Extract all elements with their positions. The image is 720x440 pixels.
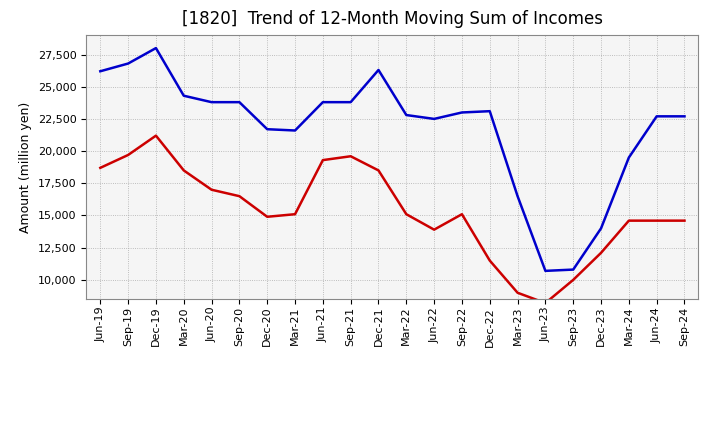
- Net Income: [263, 214, 271, 220]
- Ordinary Income: [96, 69, 104, 74]
- Ordinary Income: [485, 109, 494, 114]
- Net Income: [597, 250, 606, 256]
- Net Income: [374, 168, 383, 173]
- Ordinary Income: [652, 114, 661, 119]
- Net Income: [291, 212, 300, 217]
- Net Income: [458, 212, 467, 217]
- Ordinary Income: [124, 61, 132, 66]
- Ordinary Income: [152, 45, 161, 51]
- Net Income: [624, 218, 633, 223]
- Net Income: [402, 212, 410, 217]
- Ordinary Income: [513, 194, 522, 199]
- Ordinary Income: [235, 99, 243, 105]
- Ordinary Income: [346, 99, 355, 105]
- Net Income: [207, 187, 216, 192]
- Y-axis label: Amount (million yen): Amount (million yen): [19, 102, 32, 233]
- Net Income: [152, 133, 161, 138]
- Ordinary Income: [402, 112, 410, 117]
- Line: Net Income: Net Income: [100, 136, 685, 303]
- Net Income: [652, 218, 661, 223]
- Net Income: [569, 277, 577, 282]
- Ordinary Income: [430, 116, 438, 121]
- Net Income: [346, 154, 355, 159]
- Net Income: [513, 290, 522, 295]
- Ordinary Income: [624, 155, 633, 160]
- Net Income: [318, 158, 327, 163]
- Net Income: [96, 165, 104, 170]
- Net Income: [124, 152, 132, 158]
- Net Income: [430, 227, 438, 232]
- Ordinary Income: [374, 67, 383, 73]
- Ordinary Income: [291, 128, 300, 133]
- Net Income: [235, 194, 243, 199]
- Ordinary Income: [179, 93, 188, 99]
- Line: Ordinary Income: Ordinary Income: [100, 48, 685, 271]
- Net Income: [179, 168, 188, 173]
- Ordinary Income: [680, 114, 689, 119]
- Net Income: [541, 301, 550, 306]
- Ordinary Income: [569, 267, 577, 272]
- Ordinary Income: [458, 110, 467, 115]
- Ordinary Income: [597, 226, 606, 231]
- Ordinary Income: [263, 127, 271, 132]
- Title: [1820]  Trend of 12-Month Moving Sum of Incomes: [1820] Trend of 12-Month Moving Sum of I…: [182, 10, 603, 28]
- Ordinary Income: [541, 268, 550, 274]
- Net Income: [485, 258, 494, 263]
- Ordinary Income: [207, 99, 216, 105]
- Ordinary Income: [318, 99, 327, 105]
- Net Income: [680, 218, 689, 223]
